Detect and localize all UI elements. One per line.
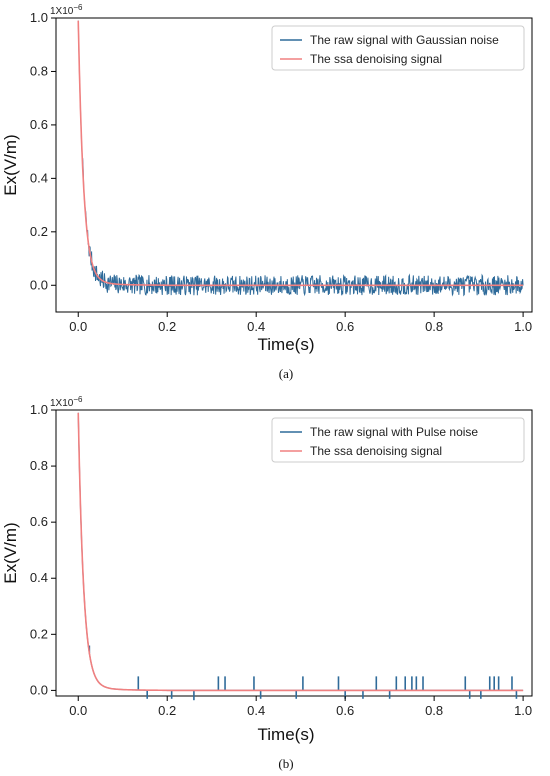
x-tick-label: 0.4 [247,319,265,334]
x-tick-label: 0.0 [69,319,87,334]
y-axis-label: Ex(V/m) [1,522,20,583]
raw-signal-line [77,20,524,297]
ssa-denoised-line [77,20,524,287]
ssa-denoised-line [77,412,524,692]
panel-caption: (a) [279,366,293,381]
x-tick-label: 0.8 [425,319,443,334]
x-axis-label: Time(s) [258,335,315,354]
series-layer [77,412,524,701]
y-tick-label: 0.8 [30,458,48,473]
legend-box [271,417,525,463]
plot-frame [55,17,533,313]
x-axis-label: Time(s) [258,725,315,744]
legend: The raw signal with Pulse noise The ssa … [271,417,525,463]
chart-panel-b: 0.0 0.2 0.4 0.6 0.8 1.0 0.0 0.2 0.4 0.6 0.8 1.0 1X1… [1,395,533,771]
legend-box [271,25,525,71]
panel-caption: (b) [278,756,293,771]
x-tick-label: 0.6 [336,319,354,334]
legend: The raw signal with Gaussian noise The s… [271,25,525,71]
plot-frame [55,409,533,697]
series-layer [77,20,524,297]
scale-note: 1X10−6 [50,3,83,18]
legend-entry-ssa: The ssa denoising signal [310,52,442,66]
tick-layer: 0.0 0.2 0.4 0.6 0.8 1.0 0.0 0.2 0.4 0.6 0.8 1.0 [30,402,532,718]
x-tick-label: 0.6 [336,703,354,718]
x-tick-label: 0.8 [425,703,443,718]
y-tick-label: 1.0 [30,402,48,417]
y-axis-label: Ex(V/m) [1,134,20,195]
y-tick-label: 0.4 [30,170,48,185]
scale-note: 1X10−6 [50,395,83,410]
legend-entry-ssa: The ssa denoising signal [310,444,442,458]
x-tick-label: 0.2 [158,319,176,334]
y-tick-label: 0.0 [30,277,48,292]
y-tick-label: 0.6 [30,117,48,132]
y-tick-label: 0.4 [30,570,48,585]
chart-panel-a: 0.0 0.2 0.4 0.6 0.8 1.0 0.0 0.2 0.4 0.6 0.8 1.0 1X1… [1,3,533,381]
y-tick-label: 0.6 [30,514,48,529]
y-tick-label: 0.0 [30,682,48,697]
x-tick-label: 0.2 [158,703,176,718]
y-tick-label: 1.0 [30,10,48,25]
tick-layer: 0.0 0.2 0.4 0.6 0.8 1.0 0.0 0.2 0.4 0.6 0.8 1.0 [30,10,532,334]
legend-entry-raw: The raw signal with Gaussian noise [310,33,499,47]
x-tick-label: 1.0 [514,703,532,718]
y-tick-label: 0.2 [30,224,48,239]
x-tick-label: 0.4 [247,703,265,718]
x-tick-label: 0.0 [69,703,87,718]
legend-entry-raw: The raw signal with Pulse noise [310,425,478,439]
x-tick-label: 1.0 [514,319,532,334]
y-tick-label: 0.8 [30,63,48,78]
y-tick-label: 0.2 [30,626,48,641]
